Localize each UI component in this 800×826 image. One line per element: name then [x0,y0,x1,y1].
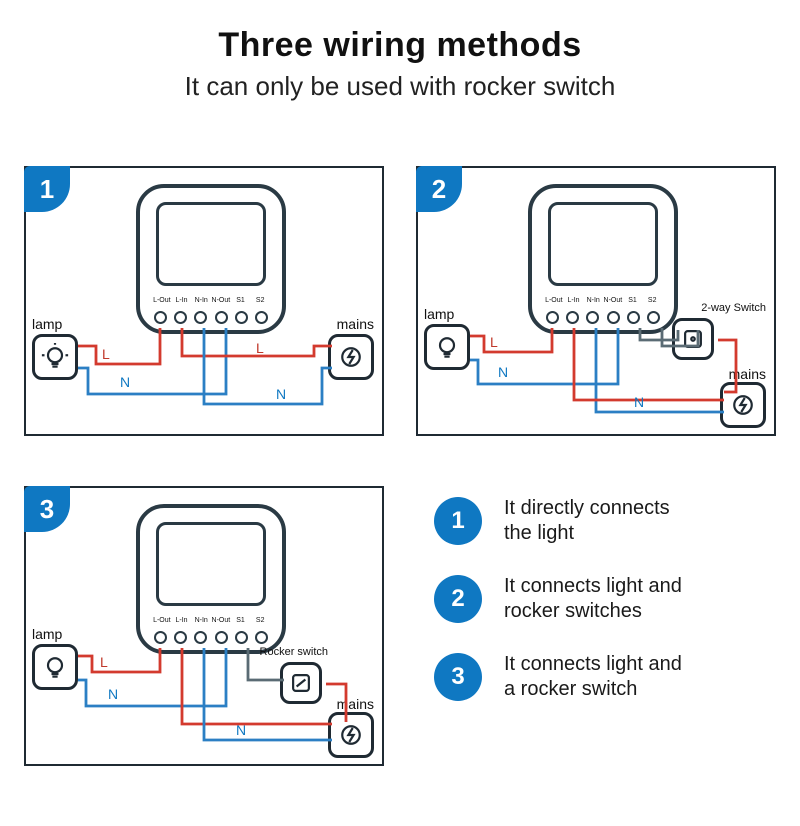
legend-num: 1 [434,497,482,545]
term-lin: L-In [172,297,192,304]
term-s2: S2 [250,297,270,304]
legend: 1 It directly connectsthe light 2 It con… [434,496,774,730]
legend-row-1: 1 It directly connectsthe light [434,496,774,546]
terminal-labels: L-Out L-In N-In N-Out S1 S2 [152,297,270,304]
legend-row-2: 2 It connects light androcker switches [434,574,774,624]
wire-label-N: N [276,386,286,402]
module-screen [156,202,266,286]
smart-module: L-Out L-In N-In N-Out S1 S2 [136,184,286,334]
legend-num: 3 [434,653,482,701]
wiring-panel-2: 2 L-Out L-In N-In N-Out S1 S2 lamp 2-way… [416,166,776,436]
legend-num: 2 [434,575,482,623]
smart-module: L-Out L-In N-In N-Out S1 S2 [528,184,678,334]
term-nout: N-Out [211,297,231,304]
panel-badge: 3 [24,486,70,532]
module-screen [548,202,658,286]
terminal-pins [546,311,660,324]
switch-label: Rocker switch [260,646,328,658]
page-subtitle: It can only be used with rocker switch [0,71,800,102]
term-nin: N-In [191,297,211,304]
lamp-label: lamp [424,306,454,322]
wire-label-N: N [498,364,508,380]
terminal-labels: L-Out L-In N-In N-Out S1 S2 [152,617,270,624]
legend-text: It directly connectsthe light [504,496,670,546]
terminal-pins [154,631,268,644]
terminal-pins [154,311,268,324]
panel-badge: 2 [416,166,462,212]
legend-row-3: 3 It connects light anda rocker switch [434,652,774,702]
lamp-icon [32,334,78,380]
switch-icon [280,662,322,704]
wire-label-L: L [256,340,264,356]
wire-label-L: L [100,654,108,670]
lamp-label: lamp [32,316,62,332]
mains-label: mains [729,366,766,382]
switch-icon [672,318,714,360]
lamp-icon [424,324,470,370]
switch-label: 2-way Switch [701,302,766,314]
wire-label-L: L [490,334,498,350]
module-screen [156,522,266,606]
mains-label: mains [337,696,374,712]
wire-label-N: N [634,394,644,410]
lamp-icon [32,644,78,690]
mains-icon [328,712,374,758]
panel-badge: 1 [24,166,70,212]
smart-module: L-Out L-In N-In N-Out S1 S2 [136,504,286,654]
diagram-grid: 1 L-Out L-In N-In N-Out S1 S2 lamp mains [24,166,776,806]
mains-icon [328,334,374,380]
mains-label: mains [337,316,374,332]
term-lout: L-Out [152,297,172,304]
wire-label-L: L [102,346,110,362]
mains-icon [720,382,766,428]
lamp-label: lamp [32,626,62,642]
legend-text: It connects light androcker switches [504,574,682,624]
page-title: Three wiring methods [0,26,800,65]
term-s1: S1 [231,297,251,304]
terminal-labels: L-Out L-In N-In N-Out S1 S2 [544,297,662,304]
legend-text: It connects light anda rocker switch [504,652,682,702]
wire-label-N: N [236,722,246,738]
wiring-panel-3: 3 L-Out L-In N-In N-Out S1 S2 lamp Rocke… [24,486,384,766]
wire-label-N: N [108,686,118,702]
wiring-panel-1: 1 L-Out L-In N-In N-Out S1 S2 lamp mains [24,166,384,436]
wire-label-N: N [120,374,130,390]
